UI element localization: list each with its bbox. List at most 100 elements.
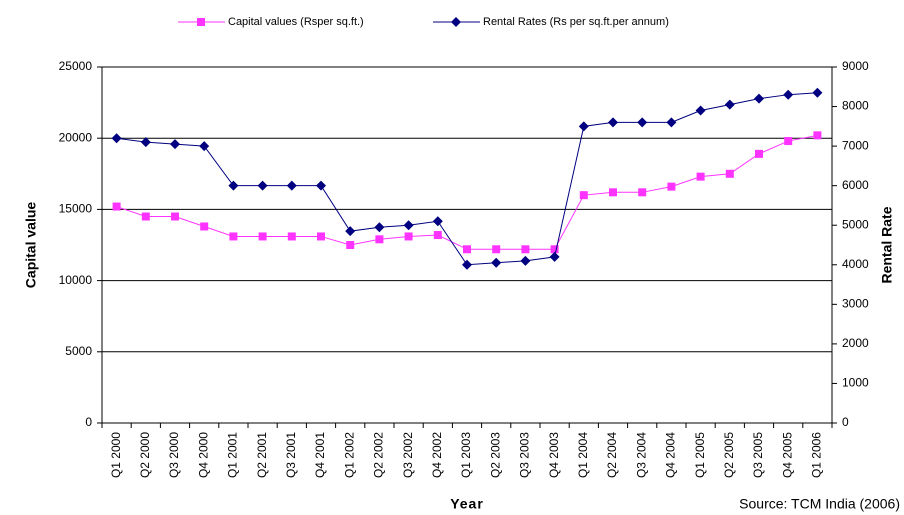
x-tick-label: Q2 2002 [372,432,386,478]
data-point [111,133,122,144]
legend-label: Rental Rates (Rs per sq.ft.per annum) [483,16,669,28]
y2-tick-label: 0 [842,415,849,429]
y-tick-label: 0 [85,415,92,429]
x-tick-label: Q4 2000 [196,432,210,478]
legend-label: Capital values (Rsper sq.ft.) [228,16,364,28]
data-point [286,180,297,191]
x-tick-label: Q1 2003 [459,432,473,478]
data-point [257,180,268,191]
data-point [783,89,794,100]
y2-tick-label: 3000 [842,297,869,311]
data-point [608,117,618,128]
x-tick-label: Q4 2005 [780,432,794,478]
data-point [637,117,648,128]
data-point [492,245,501,254]
data-point [462,259,472,270]
data-point [725,169,734,178]
data-point [724,99,735,110]
data-point [432,216,443,227]
y-tick-label: 15000 [59,202,93,216]
data-point [550,245,559,254]
data-point [316,180,326,191]
data-point [287,232,296,241]
y2-tick-label: 2000 [842,336,869,350]
x-tick-label: Q2 2003 [488,432,502,478]
x-tick-label: Q4 2001 [313,432,327,478]
y-axis-title: Capital value [23,202,39,289]
x-tick-label: Q3 2004 [634,432,648,478]
y-tick-label: 25000 [59,59,93,73]
data-point [317,232,325,241]
y2-tick-label: 4000 [842,257,869,271]
data-point [463,245,471,254]
x-tick-label: Q3 2003 [518,432,532,478]
data-point [229,232,238,241]
data-point [112,202,121,211]
y2-tick-label: 8000 [842,99,869,113]
data-point [667,182,676,191]
series-line [116,92,818,266]
data-point [754,93,764,104]
data-point [375,235,384,244]
data-point [433,231,442,240]
data-point [228,180,239,191]
x-tick-label: Q1 2000 [109,432,123,478]
x-tick-label: Q2 2001 [255,432,269,478]
data-point [813,131,822,140]
x-tick-label: Q4 2003 [547,432,561,478]
x-tick-label: Q4 2004 [664,432,678,478]
x-tick-label: Q1 2006 [810,432,824,478]
series-line [116,134,818,250]
legend-marker [197,18,205,26]
y2-axis-title: Rental Rate [879,206,895,283]
data-point [374,222,385,233]
y2-tick-label: 9000 [842,59,869,73]
y-tick-label: 5000 [65,344,92,358]
data-point [666,117,677,128]
source-note: Source: TCM India (2006) [739,496,900,512]
data-point [695,105,706,116]
data-point [521,245,530,254]
data-point [491,257,502,268]
x-tick-label: Q3 2005 [751,432,765,478]
x-tick-label: Q1 2002 [342,432,356,478]
data-point [755,149,763,158]
data-point [549,251,560,262]
y-tick-label: 20000 [59,130,93,144]
data-point [609,188,617,197]
y2-tick-label: 6000 [842,178,869,192]
data-point [520,255,531,266]
x-tick-label: Q2 2000 [138,432,152,478]
data-point [784,137,793,146]
data-point [171,212,179,221]
data-point [345,226,356,237]
data-point [696,172,705,181]
data-point [578,121,589,132]
x-axis-title: Year [450,496,484,512]
x-tick-label: Q2 2004 [605,432,619,478]
legend-marker [451,17,461,27]
data-point [141,212,150,221]
data-point [346,241,355,249]
y-tick-label: 10000 [59,273,93,287]
x-tick-label: Q1 2005 [693,432,707,478]
data-point [140,137,151,148]
x-tick-label: Q3 2000 [167,432,181,478]
y2-tick-label: 5000 [842,217,869,231]
y2-tick-label: 7000 [842,138,869,152]
data-point [199,141,210,152]
x-tick-label: Q1 2001 [226,432,240,478]
data-point [200,222,209,231]
x-tick-label: Q1 2004 [576,432,590,478]
data-point [404,232,413,241]
data-point [258,232,267,241]
x-tick-label: Q2 2005 [722,432,736,478]
data-point [403,220,414,231]
data-point [579,191,588,200]
data-point [170,139,180,150]
x-tick-label: Q3 2002 [401,432,415,478]
x-tick-label: Q4 2002 [430,432,444,478]
y2-tick-label: 1000 [842,376,869,390]
x-tick-label: Q3 2001 [284,432,298,478]
